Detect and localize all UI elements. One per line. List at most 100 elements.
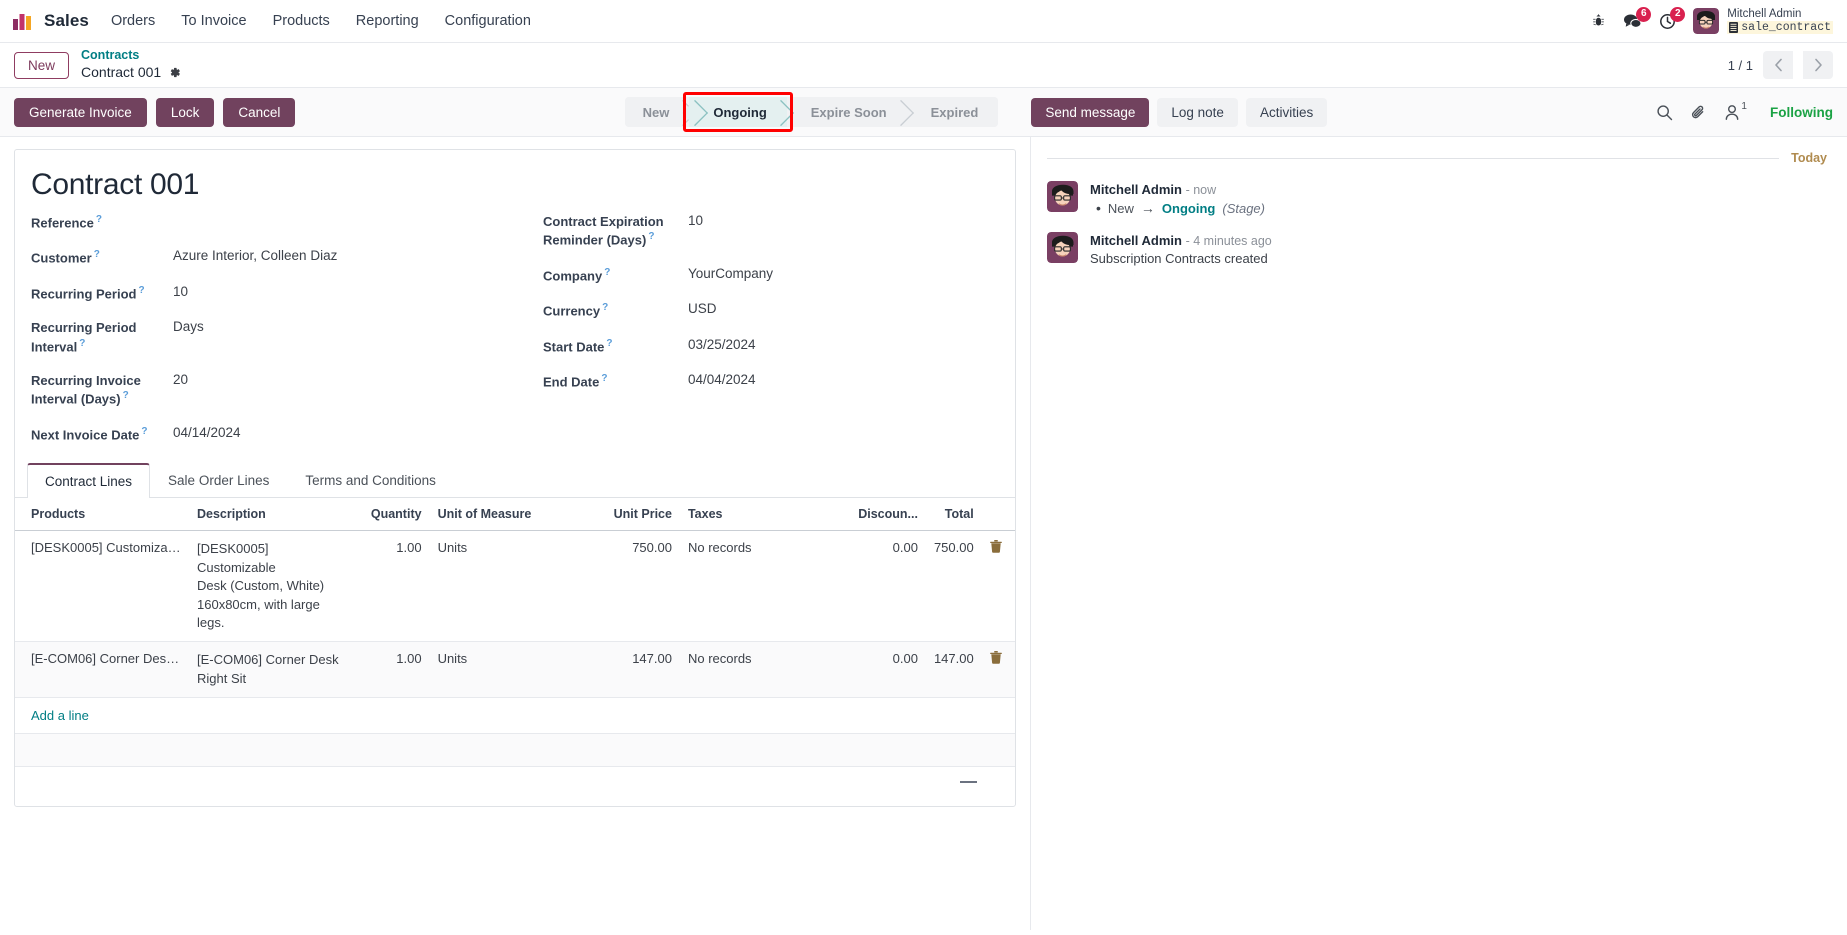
chevron-right-icon — [1814, 58, 1822, 72]
cell-discount[interactable]: 0.00 — [836, 641, 926, 699]
cell-product[interactable]: [DESK0005] Customizab... — [15, 530, 189, 643]
tooltip-icon[interactable]: ? — [141, 425, 148, 437]
column-header-discount[interactable]: Discoun... — [836, 498, 926, 532]
activities-clock-icon[interactable]: 2 — [1659, 6, 1686, 30]
column-header-taxes[interactable]: Taxes — [679, 498, 836, 532]
menu-item-orders[interactable]: Orders — [110, 13, 156, 29]
column-header-unit-of-measure[interactable]: Unit of Measure — [429, 498, 603, 532]
add-a-line-link[interactable]: Add a line — [31, 708, 89, 724]
gear-icon[interactable] — [168, 66, 181, 79]
avatar[interactable] — [1047, 232, 1078, 263]
avatar[interactable] — [1047, 181, 1078, 212]
user-menu[interactable]: Mitchell Admin sale_contract — [1693, 8, 1833, 35]
cell-delete[interactable] — [981, 641, 1015, 699]
field-label-contract-expiration-reminder: Contract Expiration Reminder (Days) — [543, 214, 664, 248]
bullet-icon: • — [1096, 200, 1101, 216]
cell-discount[interactable]: 0.00 — [836, 530, 926, 643]
field-value-currency[interactable]: USD — [688, 301, 717, 317]
bug-icon[interactable] — [1591, 13, 1606, 29]
field-value-customer[interactable]: Azure Interior, Colleen Diaz — [173, 248, 338, 264]
following-status[interactable]: Following — [1769, 104, 1833, 120]
cell-uom[interactable]: Units — [429, 530, 603, 643]
cancel-button[interactable]: Cancel — [223, 97, 296, 127]
column-header-quantity[interactable]: Quantity — [356, 498, 430, 532]
chevron-left-icon — [1774, 58, 1782, 72]
menu-item-configuration[interactable]: Configuration — [444, 13, 531, 29]
cell-taxes[interactable]: No records — [679, 641, 836, 699]
tooltip-icon[interactable]: ? — [79, 337, 86, 349]
field-value-end-date[interactable]: 04/04/2024 — [688, 372, 756, 388]
paperclip-icon[interactable] — [1690, 104, 1707, 121]
tooltip-icon[interactable]: ? — [604, 266, 611, 278]
column-header-total[interactable]: Total — [925, 498, 982, 532]
menu-item-reporting[interactable]: Reporting — [355, 13, 419, 29]
activities-badge: 2 — [1670, 6, 1686, 22]
fields-column-right: Contract Expiration Reminder (Days)? 10 … — [543, 212, 999, 459]
field-value-start-date[interactable]: 03/25/2024 — [688, 336, 756, 352]
search-icon[interactable] — [1656, 104, 1673, 121]
column-header-products[interactable]: Products — [15, 498, 189, 532]
tooltip-icon[interactable]: ? — [648, 231, 655, 243]
cell-product[interactable]: [E-COM06] Corner Desk ... — [15, 641, 189, 699]
menu-item-to-invoice[interactable]: To Invoice — [181, 13, 247, 29]
field-value-recurring-period-interval[interactable]: Days — [173, 319, 204, 335]
top-navbar: Sales Orders To Invoice Products Reporti… — [0, 0, 1847, 43]
pager-previous-button[interactable] — [1763, 51, 1793, 79]
status-step-expire-soon[interactable]: Expire Soon — [786, 97, 907, 127]
status-step-new[interactable]: New — [624, 97, 690, 127]
field-value-company[interactable]: YourCompany — [688, 265, 774, 281]
tracking-field-name: (Stage) — [1222, 200, 1265, 216]
field-label-customer: Customer — [31, 250, 92, 266]
activities-button[interactable]: Activities — [1245, 97, 1328, 127]
trash-icon[interactable] — [989, 540, 1002, 554]
pager-next-button[interactable] — [1803, 51, 1833, 79]
app-name[interactable]: Sales — [44, 11, 89, 30]
database-name: sale_contract — [1727, 21, 1833, 35]
trash-icon[interactable] — [989, 651, 1002, 665]
cell-taxes[interactable]: No records — [679, 530, 836, 643]
tooltip-icon[interactable]: ? — [602, 302, 609, 314]
cell-unit-price[interactable]: 147.00 — [602, 641, 680, 699]
field-value-contract-expiration-reminder[interactable]: 10 — [688, 213, 704, 228]
send-message-button[interactable]: Send message — [1031, 97, 1150, 127]
tooltip-icon[interactable]: ? — [95, 214, 102, 225]
breadcrumb-parent-contracts[interactable]: Contracts — [81, 48, 140, 63]
cell-quantity[interactable]: 1.00 — [356, 530, 430, 643]
new-record-button[interactable]: New — [14, 51, 70, 79]
tooltip-icon[interactable]: ? — [93, 249, 100, 261]
cell-unit-price[interactable]: 750.00 — [602, 530, 680, 643]
field-value-recurring-period[interactable]: 10 — [173, 283, 189, 299]
tooltip-icon[interactable]: ? — [606, 337, 613, 349]
tooltip-icon[interactable]: ? — [122, 390, 129, 402]
field-value-next-invoice-date[interactable]: 04/14/2024 — [173, 424, 241, 440]
tracking-old-value: New — [1107, 200, 1134, 216]
message-author[interactable]: Mitchell Admin — [1090, 233, 1182, 248]
cell-description[interactable]: [DESK0005] Customizable Desk (Custom, Wh… — [189, 530, 357, 643]
tab-contract-lines[interactable]: Contract Lines — [27, 463, 151, 499]
add-line-row[interactable]: Add a line — [15, 697, 1015, 735]
generate-invoice-button[interactable]: Generate Invoice — [14, 97, 147, 127]
message-author[interactable]: Mitchell Admin — [1090, 182, 1182, 197]
cell-delete[interactable] — [981, 530, 1015, 643]
table-row[interactable]: [DESK0005] Customizab... [DESK0005] Cust… — [15, 530, 1015, 643]
database-icon — [1729, 22, 1739, 34]
table-row[interactable]: [E-COM06] Corner Desk ... [E-COM06] Corn… — [15, 641, 1015, 699]
lock-button[interactable]: Lock — [155, 97, 215, 127]
tooltip-icon[interactable]: ? — [601, 373, 608, 385]
followers-icon[interactable]: 1 — [1724, 101, 1747, 121]
status-step-expired[interactable]: Expired — [906, 97, 999, 127]
column-header-unit-price[interactable]: Unit Price — [602, 498, 680, 532]
tab-terms-and-conditions[interactable]: Terms and Conditions — [305, 473, 436, 489]
log-note-button[interactable]: Log note — [1157, 97, 1238, 127]
cell-description[interactable]: [E-COM06] Corner Desk Right Sit — [189, 641, 357, 699]
menu-item-products[interactable]: Products — [272, 13, 330, 29]
cell-uom[interactable]: Units — [429, 641, 603, 699]
status-step-ongoing[interactable]: Ongoing — [689, 97, 787, 127]
collapse-dash-icon — [960, 781, 977, 783]
tooltip-icon[interactable]: ? — [138, 284, 145, 296]
tab-sale-order-lines[interactable]: Sale Order Lines — [168, 473, 270, 489]
column-header-description[interactable]: Description — [189, 498, 357, 532]
messages-icon[interactable]: 6 — [1623, 6, 1652, 30]
cell-quantity[interactable]: 1.00 — [356, 641, 430, 699]
field-value-recurring-invoice-interval[interactable]: 20 — [173, 372, 189, 388]
